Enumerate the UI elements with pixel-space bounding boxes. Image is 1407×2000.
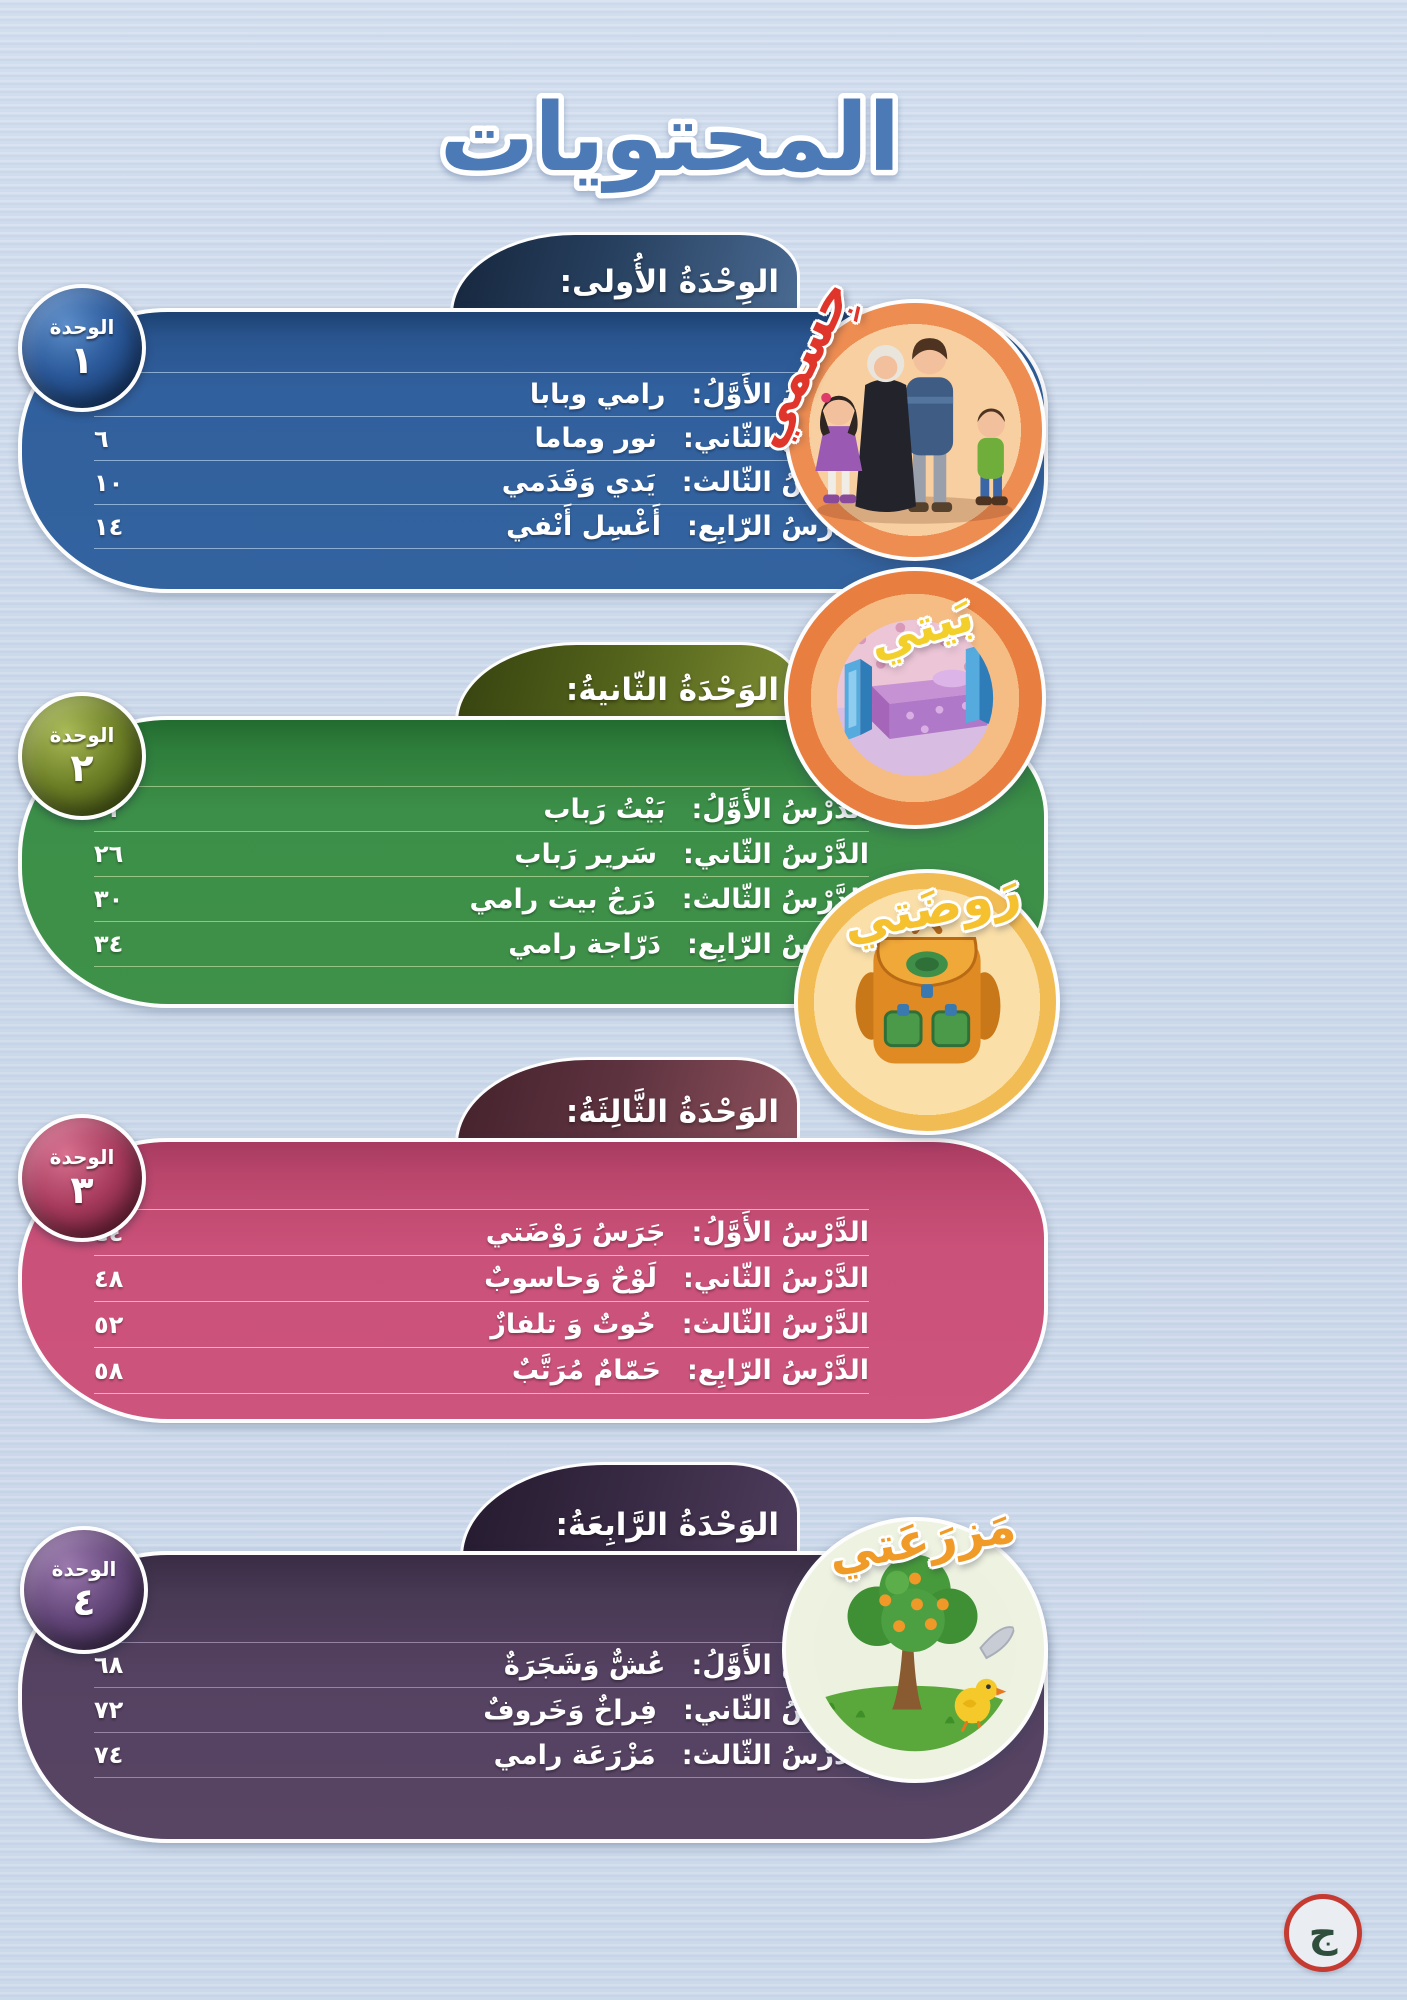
lesson-name: الدَّرْسُ الثّاني: bbox=[683, 838, 869, 870]
unit-2-header-tab: الوَحْدَةُ الثّانيةُ: bbox=[455, 642, 800, 722]
page-number: ٥٢ bbox=[94, 1310, 124, 1339]
bed-illustration bbox=[836, 619, 994, 777]
lesson-title: بَيْتُ رَباب bbox=[543, 793, 666, 825]
lesson-row: الدَّرْسُ الثّاني: سَرير رَباب ٢٦ bbox=[94, 831, 869, 876]
lesson-title: رامي وبابا bbox=[529, 379, 666, 410]
backpack-illustration bbox=[855, 918, 1001, 1064]
lesson-title: عُشٌّ وَشَجَرَةٌ bbox=[503, 1649, 666, 1681]
lesson-name: الدَّرْسُ الثّاني: bbox=[683, 1263, 869, 1294]
farm-illustration bbox=[813, 1548, 1017, 1752]
unit-4-theme-circle bbox=[782, 1517, 1048, 1783]
unit-2-lessons: الدَّرْسُ الأَوَّلُ:بَيْتُ رَباب ٢٢ الدَ… bbox=[94, 786, 869, 967]
unit-4-badge: الوحدة ٤ bbox=[20, 1526, 148, 1654]
lesson-name: الدَّرْسُ الرّابِع: bbox=[686, 1355, 869, 1386]
page-number: ٧٤ bbox=[94, 1741, 124, 1769]
unit-1-theme-circle bbox=[784, 299, 1046, 561]
lesson-title: أَغْسِل أَنْفي bbox=[506, 511, 661, 542]
unit-4-header: الوَحْدَةُ الرَّابِعَةُ: bbox=[555, 1507, 779, 1544]
lesson-row: الدَّرْسُ الثّالث: يَدي وَقَدَمي ١٠ bbox=[94, 460, 869, 504]
family-illustration bbox=[815, 338, 1013, 524]
unit-1-header: الوِحْدَةُ الأُولى: bbox=[559, 264, 779, 301]
lesson-title: نور وماما bbox=[534, 423, 657, 454]
lesson-title: مَزْرَعَة رامي bbox=[493, 1739, 656, 1771]
unit-1-header-tab: الوِحْدَةُ الأُولى: bbox=[450, 232, 800, 314]
unit-badge-word: الوحدة bbox=[49, 314, 115, 339]
lesson-row: الدَّرْسُ الثّاني: لَوْحٌ وَحاسوبٌ ٤٨ bbox=[94, 1255, 869, 1301]
unit-2-badge: الوحدة ٢ bbox=[18, 692, 146, 820]
unit-badge-number: ١ bbox=[70, 337, 94, 382]
lesson-row: الدَّرْسُ الأَوَّلُ:بَيْتُ رَباب ٢٢ bbox=[94, 786, 869, 831]
lesson-row: الدَّرْسُ الثّالث: دَرَجُ بيت رامي ٣٠ bbox=[94, 876, 869, 921]
unit-badge-word: الوحدة bbox=[49, 722, 115, 747]
unit-4-header-tab: الوَحْدَةُ الرَّابِعَةُ: bbox=[460, 1462, 800, 1557]
lesson-title: لَوْحٌ وَحاسوبٌ bbox=[484, 1263, 657, 1294]
unit-1-badge: الوحدة ١ bbox=[18, 284, 146, 412]
unit-badge-number: ٢ bbox=[70, 745, 94, 790]
lesson-title: فِراخٌ وَخَروفٌ bbox=[483, 1694, 657, 1726]
lesson-title: حَمّامٌ مُرَتَّبٌ bbox=[511, 1355, 661, 1386]
unit-3-badge: الوحدة ٣ bbox=[18, 1114, 146, 1242]
lesson-title: جَرَسُ رَوْضَتي bbox=[485, 1217, 666, 1248]
page-number: ٦٨ bbox=[94, 1651, 124, 1679]
unit-3-header-tab: الوَحْدَةُ الثَّالِثَةُ: bbox=[455, 1057, 800, 1144]
lesson-row: الدَّرْسُ الرّابِع: حَمّامٌ مُرَتَّبٌ ٥٨ bbox=[94, 1347, 869, 1394]
page-number: ٣٠ bbox=[94, 885, 124, 913]
page-number: ٦ bbox=[94, 424, 109, 453]
corner-page-marker: ج bbox=[1284, 1894, 1362, 1972]
lesson-name: الدَّرْسُ الثّالث: bbox=[681, 1309, 869, 1340]
lesson-title: حُوتٌ وَ تلفازٌ bbox=[490, 1309, 656, 1340]
lesson-row: الدَّرْسُ الأَوَّلُ:جَرَسُ رَوْضَتي ٤٤ bbox=[94, 1209, 869, 1255]
lesson-title: سَرير رَباب bbox=[514, 838, 657, 870]
lesson-row: الدَّرْسُ الأَوَّلُ: عُشٌّ وَشَجَرَةٌ ٦٨ bbox=[94, 1642, 869, 1687]
lesson-title: دَرّاجة رامي bbox=[508, 928, 661, 960]
page-title-art: المحتويات bbox=[434, 79, 906, 199]
page-number: ٤٨ bbox=[94, 1264, 124, 1293]
unit-3-banner: الدَّرْسُ الأَوَّلُ:جَرَسُ رَوْضَتي ٤٤ ا… bbox=[18, 1138, 1048, 1423]
unit-2-theme-circle bbox=[784, 567, 1046, 829]
lesson-row: الدَّرْسُ الرّابِع: دَرّاجة رامي ٣٤ bbox=[94, 921, 869, 967]
lesson-title: دَرَجُ بيت رامي bbox=[469, 883, 656, 915]
unit-3-header: الوَحْدَةُ الثَّالِثَةُ: bbox=[565, 1094, 779, 1131]
lesson-row: الدَّرْسُ الثّالث: حُوتٌ وَ تلفازٌ ٥٢ bbox=[94, 1301, 869, 1347]
page-number: ٧٢ bbox=[94, 1696, 124, 1724]
page-number: ٣٤ bbox=[94, 930, 124, 958]
lesson-row: الدَّرْسُ الرّابِع: أَغْسِل أَنْفي ١٤ bbox=[94, 504, 869, 549]
corner-page-letter: ج bbox=[1308, 1910, 1338, 1956]
lesson-row: الدَّرْسُ الثّاني: فِراخٌ وَخَروفٌ ٧٢ bbox=[94, 1687, 869, 1732]
page-number: ١٠ bbox=[94, 468, 124, 497]
lesson-name: الدَّرْسُ الأَوَّلُ: bbox=[691, 1217, 869, 1248]
unit-3-theme-circle bbox=[794, 869, 1060, 1135]
page-title: المحتويات bbox=[440, 84, 901, 193]
unit-4-lessons: الدَّرْسُ الأَوَّلُ: عُشٌّ وَشَجَرَةٌ ٦٨ … bbox=[94, 1642, 869, 1778]
unit-badge-word: الوحدة bbox=[51, 1556, 117, 1581]
lesson-row: الدَّرْسُ الثّالث: مَزْرَعَة رامي ٧٤ bbox=[94, 1732, 869, 1778]
unit-badge-number: ٤ bbox=[72, 1579, 96, 1624]
unit-2-header: الوَحْدَةُ الثّانيةُ: bbox=[565, 672, 779, 709]
page-number: ٥٨ bbox=[94, 1356, 124, 1385]
unit-3-lessons: الدَّرْسُ الأَوَّلُ:جَرَسُ رَوْضَتي ٤٤ ا… bbox=[94, 1209, 869, 1394]
unit-badge-number: ٣ bbox=[70, 1167, 94, 1212]
page-number: ١٤ bbox=[94, 512, 124, 541]
lesson-title: يَدي وَقَدَمي bbox=[501, 467, 656, 498]
page-number: ٢٦ bbox=[94, 840, 124, 868]
unit-badge-word: الوحدة bbox=[49, 1144, 115, 1169]
